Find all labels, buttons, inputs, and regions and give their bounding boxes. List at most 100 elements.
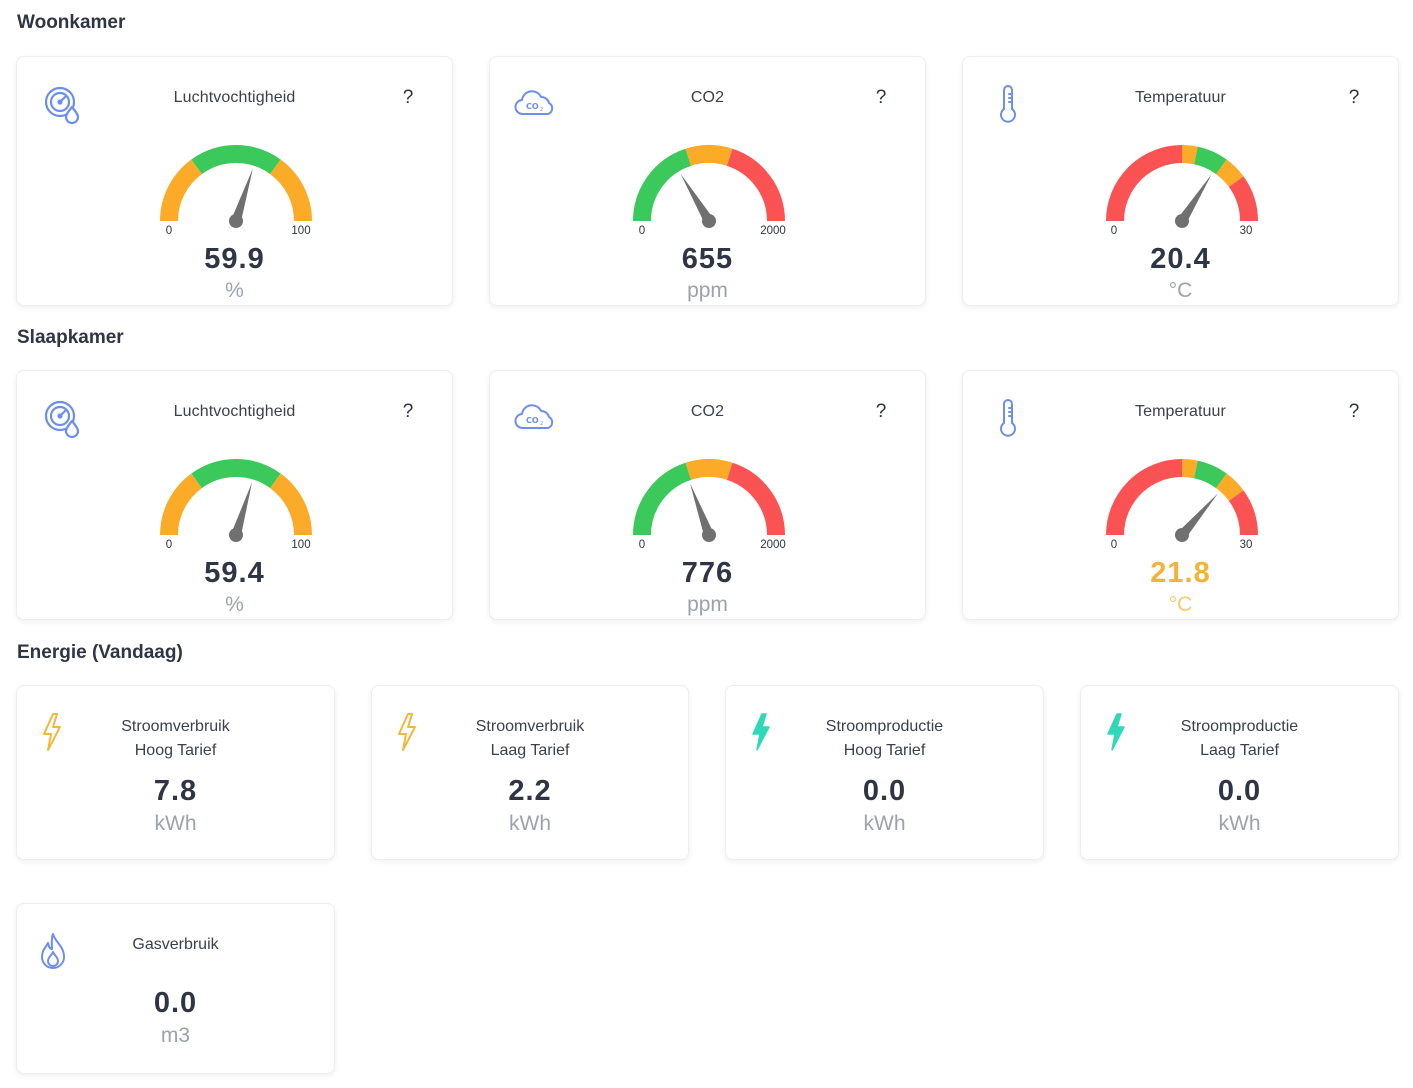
help-button[interactable]: ? [1348,401,1360,422]
gauge-unit: % [225,593,244,616]
energy-value: 7.8 [153,775,198,807]
energy-title: Stroomproductie Hoog Tarief [726,715,1043,763]
gauge-band-red [1106,145,1183,222]
energy-value: 0.0 [1217,775,1262,807]
help-button[interactable]: ? [875,401,887,422]
gauge-dial [160,145,312,228]
energy-title-line2: Laag Tarief [490,742,570,759]
gauge-title: Temperatuur [1135,403,1226,420]
section-title-energie: Energie (Vandaag) [17,642,183,663]
energy-card-gasverbruik: Gasverbruik 0.0 m3 [16,903,335,1074]
gauge-band-orange [269,159,312,222]
gauge-unit: °C [1168,593,1193,616]
gauge-value: 59.4 [204,557,265,589]
gauge-min-label: 0 [638,539,646,551]
gauge-band-orange [1181,459,1198,479]
energy-card-stroomproductie-laag: Stroomproductie Laag Tarief 0.0 kWh [1080,685,1399,860]
gauge-card-co2-woonkamer: CO 2 CO2 ? 0 2000 655 ppm [489,56,926,306]
energy-card-stroomverbruik-laag: Stroomverbruik Laag Tarief 2.2 kWh [371,685,689,860]
gauge-band-orange [685,459,733,480]
gauge-band-green [191,145,281,175]
gauge-band-green [633,462,692,536]
energy-title-line1: Stroomverbruik [121,718,230,735]
gauge-needle [1178,493,1218,539]
energy-unit: m3 [160,1024,191,1047]
gauge-dial [1106,145,1258,228]
humidity-icon [43,85,83,130]
gauge-band-orange [1215,473,1244,502]
section-title-slaapkamer: Slaapkamer [17,327,124,348]
bolt-outline-icon [396,712,418,757]
gauge-band-red [1106,459,1183,536]
gauge-needle [1177,174,1212,224]
gauge-min-label: 0 [638,225,646,237]
gauge-dial [1106,459,1258,542]
gauge-card-temperature-woonkamer: Temperatuur ? 0 30 20.4 °C [962,56,1399,306]
thermometer-icon [997,398,1019,443]
gauge-band-green [191,459,281,489]
svg-text:CO: CO [526,102,539,111]
gauge-value: 776 [681,557,734,589]
gauge-needle-hub [702,214,716,228]
gauge-title: Temperatuur [1135,89,1226,106]
gauge-title: Luchtvochtigheid [173,403,296,420]
gauge-card-temperature-slaapkamer: Temperatuur ? 0 30 21.8 °C [962,370,1399,620]
energy-card-stroomproductie-hoog: Stroomproductie Hoog Tarief 0.0 kWh [725,685,1044,860]
energy-title-line2: Laag Tarief [1200,742,1279,759]
gauge-max-label: 30 [1239,539,1253,551]
help-button[interactable]: ? [402,401,414,422]
gauge-needle-hub [1175,214,1189,228]
energy-card-stroomverbruik-hoog: Stroomverbruik Hoog Tarief 7.8 kWh [16,685,335,860]
gauge-band-orange [269,473,312,536]
energy-value: 2.2 [508,775,552,807]
gauge-min-label: 0 [165,225,173,237]
gauge-max-label: 2000 [760,225,786,237]
bolt-filled-icon [1105,712,1127,757]
gauge-card-humidity-woonkamer: Luchtvochtigheid ? 0 100 59.9 % [16,56,453,306]
energy-title-line2: Hoog Tarief [843,742,926,759]
svg-text:2: 2 [540,107,543,113]
gauge-unit: ppm [687,593,728,616]
gauge-needle-hub [702,528,716,542]
humidity-icon [43,399,83,444]
gauge-max-label: 30 [1239,225,1253,237]
svg-text:2: 2 [540,421,543,427]
energy-value: 0.0 [862,775,907,807]
gauge-value: 21.8 [1150,557,1211,589]
gauge-band-green [633,148,692,222]
gauge-title: CO2 [690,403,725,420]
help-button[interactable]: ? [402,87,414,108]
energy-title: Gasverbruik [132,936,219,953]
bolt-outline-icon [41,712,63,757]
gauge-band-orange [1215,159,1244,188]
energy-title-line1: Stroomproductie [1180,718,1299,735]
gauge-band-orange [1181,145,1198,165]
gauge-band-red [1228,176,1258,222]
gauge-title: Luchtvochtigheid [173,89,296,106]
gauge-max-label: 100 [291,539,311,551]
gauge-unit: °C [1168,279,1193,302]
energy-value: 0.0 [153,987,198,1019]
gauge-band-green [1193,146,1227,175]
co2-cloud-icon: CO 2 [514,89,556,124]
gauge-min-label: 0 [165,539,173,551]
gauge-needle-hub [229,528,243,542]
gauge-needle-hub [1175,528,1189,542]
gauge-band-green [1193,460,1227,489]
gauge-max-label: 100 [291,225,311,237]
thermometer-icon [997,84,1019,129]
gauge-value: 59.9 [204,243,265,275]
gauge-band-orange [160,473,203,536]
gauge-min-label: 0 [1110,539,1118,551]
gauge-value: 20.4 [1150,243,1211,275]
help-button[interactable]: ? [1348,87,1360,108]
gauge-needle [231,168,253,223]
help-button[interactable]: ? [875,87,887,108]
gauge-card-co2-slaapkamer: CO 2 CO2 ? 0 2000 776 ppm [489,370,926,620]
energy-title-line1: Stroomproductie [825,718,944,735]
gauge-needle [231,482,253,537]
energy-title: Stroomproductie Laag Tarief [1081,715,1398,763]
energy-title: Stroomverbruik Laag Tarief [372,715,688,763]
gauge-needle-hub [229,214,243,228]
gauge-unit: % [225,279,244,302]
